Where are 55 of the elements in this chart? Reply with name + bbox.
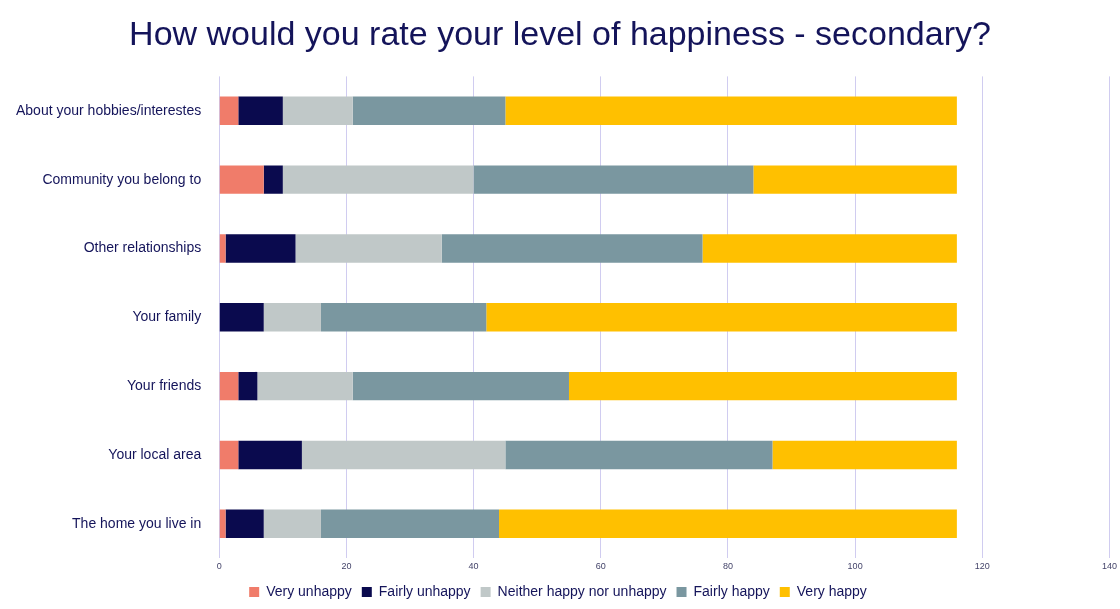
x-tick-label: 40 (468, 561, 479, 572)
bar (301, 440, 506, 470)
bar (219, 440, 239, 470)
bar (320, 303, 487, 332)
bar (753, 165, 957, 194)
x-tick-label: 140 (1101, 561, 1118, 572)
bar (295, 234, 442, 263)
bar (499, 509, 957, 538)
bar (505, 96, 957, 126)
legend-label: Fairly unhappy (378, 582, 471, 599)
bar (441, 234, 703, 263)
y-tick-label: Your local area (108, 445, 202, 462)
bar (225, 234, 296, 263)
legend-label: Very unhappy (266, 582, 352, 599)
y-tick-label: Other relationships (83, 239, 202, 256)
bar (473, 165, 754, 194)
y-tick-label: About your hobbies/interestes (15, 101, 202, 118)
bar (238, 96, 283, 126)
y-tick-label: Your friends (127, 376, 202, 393)
chart-title: How would you rate your level of happiness - secondary? (128, 13, 992, 54)
x-tick-label: 120 (974, 561, 990, 572)
bar (263, 303, 321, 332)
bar (282, 165, 474, 194)
bar (219, 303, 264, 332)
legend-label: Neither happy nor unhappy (497, 582, 667, 599)
bar (263, 165, 283, 194)
bar (320, 509, 500, 538)
legend-label: Very happy (796, 582, 867, 599)
bar (238, 440, 302, 470)
bar (352, 96, 506, 126)
bar (219, 96, 239, 126)
x-tick-label: 60 (595, 561, 606, 572)
bar (352, 371, 569, 401)
x-tick-label: 0 (216, 561, 222, 572)
bar (702, 234, 957, 263)
x-tick-label: 80 (722, 561, 733, 572)
y-tick-label: The home you live in (72, 514, 202, 531)
bar (263, 509, 321, 538)
bar (486, 303, 957, 332)
bar (225, 509, 264, 538)
bar (568, 371, 957, 401)
bar (282, 96, 353, 126)
bar (257, 371, 353, 401)
x-tick-label: 20 (341, 561, 352, 572)
bar (238, 371, 258, 401)
y-tick-label: Your family (132, 308, 202, 325)
y-tick-label: Community you belong to (42, 170, 202, 187)
bar (219, 371, 239, 401)
bar (219, 234, 226, 263)
bar (219, 509, 226, 538)
bar (505, 440, 773, 470)
x-tick-label: 100 (847, 561, 863, 572)
bar (219, 165, 264, 194)
legend-label: Fairly happy (693, 582, 770, 599)
bar (772, 440, 957, 470)
